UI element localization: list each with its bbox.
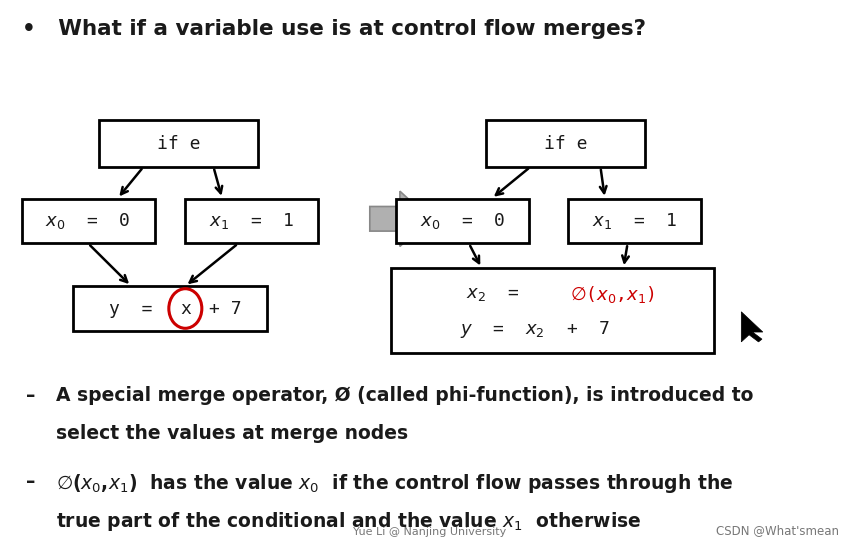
Text: $x_1$  =  1: $x_1$ = 1 <box>592 211 677 231</box>
Text: y  =: y = <box>109 300 153 317</box>
Text: $\varnothing$($x_0$,$x_1$)  has the value $x_0$  if the control flow passes thro: $\varnothing$($x_0$,$x_1$) has the value… <box>56 472 733 494</box>
Bar <box>22 199 155 243</box>
Text: if e: if e <box>544 135 587 153</box>
Text: $y$  =  $x_2$  +  7: $y$ = $x_2$ + 7 <box>460 319 611 340</box>
Text: •   What if a variable use is at control flow merges?: • What if a variable use is at control f… <box>22 19 646 39</box>
Text: –: – <box>26 472 35 491</box>
Bar <box>185 199 318 243</box>
Bar <box>99 120 258 167</box>
Text: select the values at merge nodes: select the values at merge nodes <box>56 424 408 443</box>
Text: x: x <box>180 300 191 317</box>
Polygon shape <box>741 312 763 342</box>
Text: $\varnothing$($x_0$,$x_1$): $\varnothing$($x_0$,$x_1$) <box>570 284 655 305</box>
Polygon shape <box>370 191 430 246</box>
Text: CSDN @What'smean: CSDN @What'smean <box>716 524 838 537</box>
Bar <box>73 286 267 331</box>
Text: $x_2$  =: $x_2$ = <box>466 286 519 304</box>
Text: $x_0$  =  0: $x_0$ = 0 <box>420 211 505 231</box>
Text: $x_1$  =  1: $x_1$ = 1 <box>209 211 294 231</box>
Text: A special merge operator, Ø (called phi-function), is introduced to: A special merge operator, Ø (called phi-… <box>56 386 753 405</box>
Text: true part of the conditional and the value $x_1$  otherwise: true part of the conditional and the val… <box>56 510 642 533</box>
Bar <box>568 199 701 243</box>
Text: $x_0$  =  0: $x_0$ = 0 <box>46 211 131 231</box>
Text: + 7: + 7 <box>210 300 242 317</box>
Bar <box>486 120 645 167</box>
Text: –: – <box>26 386 35 405</box>
Text: Yue Li @ Nanjing University: Yue Li @ Nanjing University <box>353 527 507 537</box>
Bar <box>391 268 714 353</box>
Text: if e: if e <box>157 135 200 153</box>
Bar <box>396 199 529 243</box>
